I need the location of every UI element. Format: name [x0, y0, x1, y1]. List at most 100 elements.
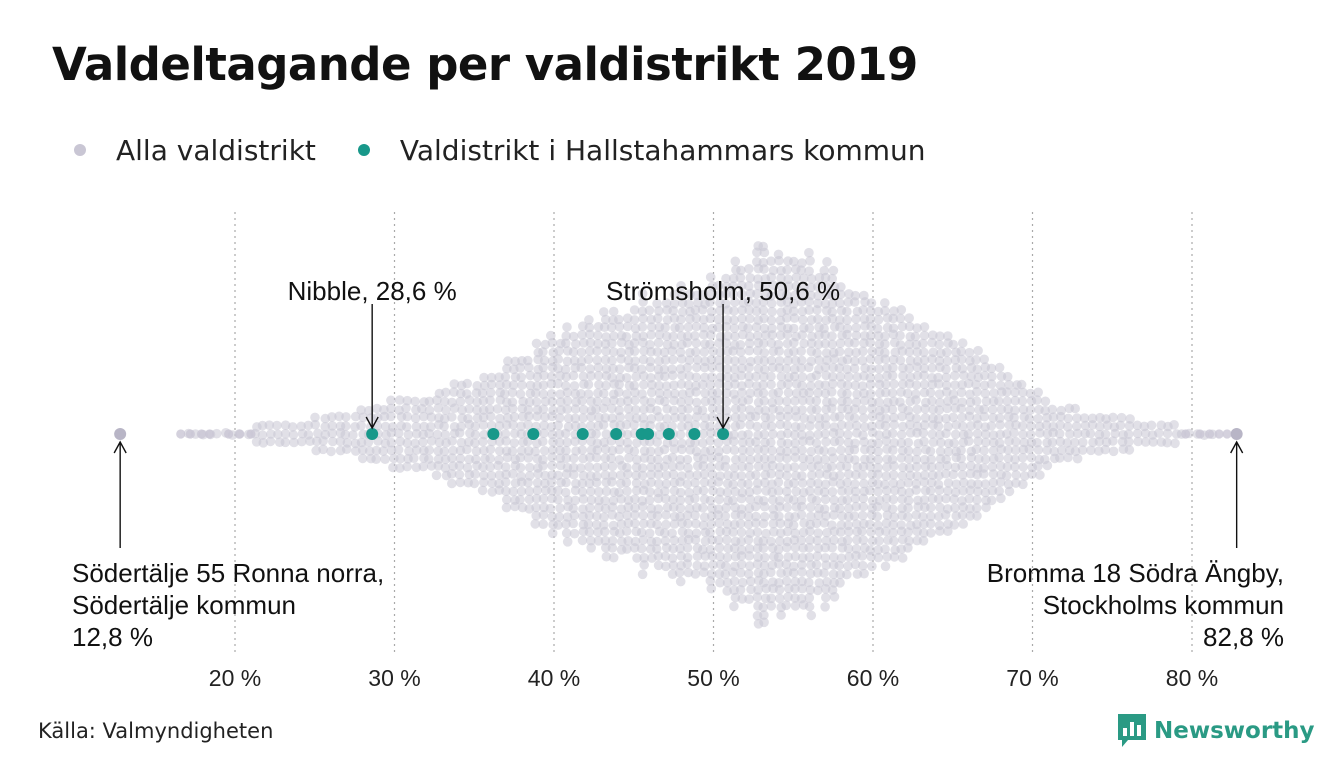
district-point [456, 437, 467, 448]
district-point [540, 412, 550, 422]
district-point [661, 510, 671, 520]
district-point [1169, 420, 1179, 430]
district-point [776, 273, 786, 284]
district-point [500, 462, 511, 472]
district-point [691, 397, 702, 408]
district-point [638, 535, 648, 545]
district-point [561, 453, 572, 464]
district-point [670, 412, 680, 423]
district-point [842, 396, 853, 407]
district-point [813, 429, 823, 440]
district-point [1078, 437, 1088, 448]
district-point [880, 339, 890, 349]
district-point [925, 485, 936, 496]
district-point [828, 265, 839, 276]
district-point [722, 372, 733, 382]
district-point [790, 583, 800, 594]
district-point [957, 338, 968, 348]
district-point [744, 594, 754, 604]
district-point [928, 437, 939, 448]
district-point [554, 346, 564, 356]
district-point [919, 477, 930, 487]
district-point [889, 412, 899, 423]
district-point [730, 356, 740, 366]
district-point [835, 578, 845, 588]
district-point [905, 419, 915, 430]
district-point [708, 485, 718, 496]
district-point [705, 313, 716, 324]
district-point [858, 305, 868, 315]
district-point [751, 371, 761, 382]
district-point [510, 501, 520, 512]
district-point [926, 462, 937, 472]
district-point [621, 373, 632, 383]
district-point [933, 494, 944, 504]
district-point [925, 518, 936, 529]
district-point [766, 291, 776, 301]
district-point [523, 477, 533, 488]
district-point [873, 462, 883, 473]
district-point [592, 346, 602, 356]
district-point [773, 544, 784, 555]
district-point [1108, 446, 1119, 457]
district-point [874, 430, 884, 440]
district-point [858, 501, 869, 512]
district-point [851, 470, 861, 480]
district-point [737, 363, 747, 374]
district-point [752, 421, 762, 432]
district-point [849, 511, 860, 521]
district-point [553, 363, 563, 374]
district-point [744, 371, 754, 382]
district-point [737, 313, 747, 324]
district-point [829, 552, 839, 562]
district-point [1214, 429, 1224, 439]
district-point [813, 281, 823, 292]
district-point [554, 413, 565, 423]
district-point [905, 355, 916, 366]
district-point [348, 430, 358, 440]
district-point [805, 526, 815, 536]
district-point [949, 520, 960, 530]
district-point [538, 362, 548, 373]
district-point [583, 354, 594, 365]
district-point [790, 542, 801, 553]
district-point [654, 329, 665, 340]
district-point [447, 453, 457, 463]
district-point [568, 331, 579, 342]
district-point [834, 436, 845, 446]
district-point [1019, 471, 1030, 481]
district-point [630, 510, 640, 520]
district-point [888, 354, 899, 365]
district-point [979, 370, 990, 381]
district-point [798, 395, 808, 406]
district-point [722, 364, 733, 374]
district-point [713, 477, 724, 487]
district-point [783, 404, 793, 415]
district-point [745, 494, 755, 505]
district-point [919, 370, 929, 381]
district-point [683, 518, 693, 529]
district-point [752, 527, 763, 537]
district-point [867, 346, 878, 357]
district-point [827, 299, 838, 309]
district-point [948, 339, 958, 350]
district-point [426, 461, 437, 471]
district-point [745, 420, 755, 430]
district-point [713, 510, 723, 520]
district-point [1010, 387, 1020, 398]
district-point [1062, 422, 1073, 432]
district-point [584, 478, 595, 489]
district-point [667, 370, 678, 381]
district-point [829, 354, 839, 364]
district-point [441, 387, 451, 398]
district-point [745, 446, 755, 457]
district-point [426, 436, 437, 446]
district-point [426, 412, 437, 423]
district-point [287, 422, 298, 432]
district-point [774, 363, 785, 373]
district-point [736, 559, 747, 570]
district-point [539, 370, 549, 381]
district-point [774, 255, 784, 266]
district-point [759, 364, 770, 375]
district-point [562, 387, 573, 398]
